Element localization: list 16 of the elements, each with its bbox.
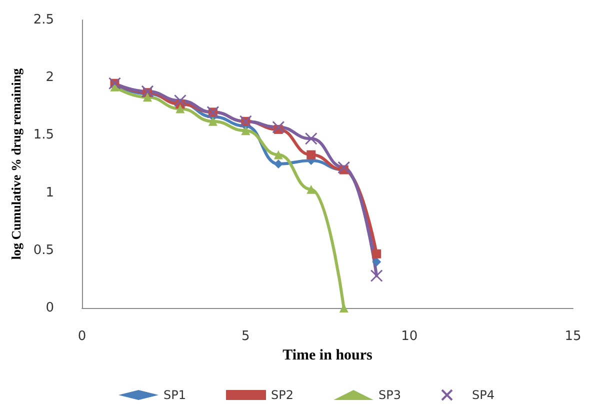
legend-label: SP1 bbox=[164, 388, 186, 402]
legend-label: SP3 bbox=[378, 388, 401, 402]
y-tick-label: 2 bbox=[46, 70, 54, 86]
x-tick-label: 15 bbox=[564, 329, 582, 344]
x-tick-label: 5 bbox=[242, 329, 250, 344]
legend-label: SP2 bbox=[271, 388, 294, 402]
legend-label: SP4 bbox=[472, 388, 494, 402]
x-tick-label: 0 bbox=[78, 329, 86, 344]
y-tick-label: 0.5 bbox=[33, 242, 54, 258]
y-tick-label: 1 bbox=[46, 185, 54, 200]
x-axis-title: Time in hours bbox=[282, 348, 373, 364]
y-axis-title: log Cumulative % drug remaining bbox=[8, 68, 24, 260]
y-tick-label: 1.5 bbox=[33, 128, 54, 143]
y-tick-label: 2.5 bbox=[33, 12, 54, 28]
y-tick-label: 0 bbox=[46, 300, 54, 316]
x-tick-label: 10 bbox=[401, 329, 418, 344]
